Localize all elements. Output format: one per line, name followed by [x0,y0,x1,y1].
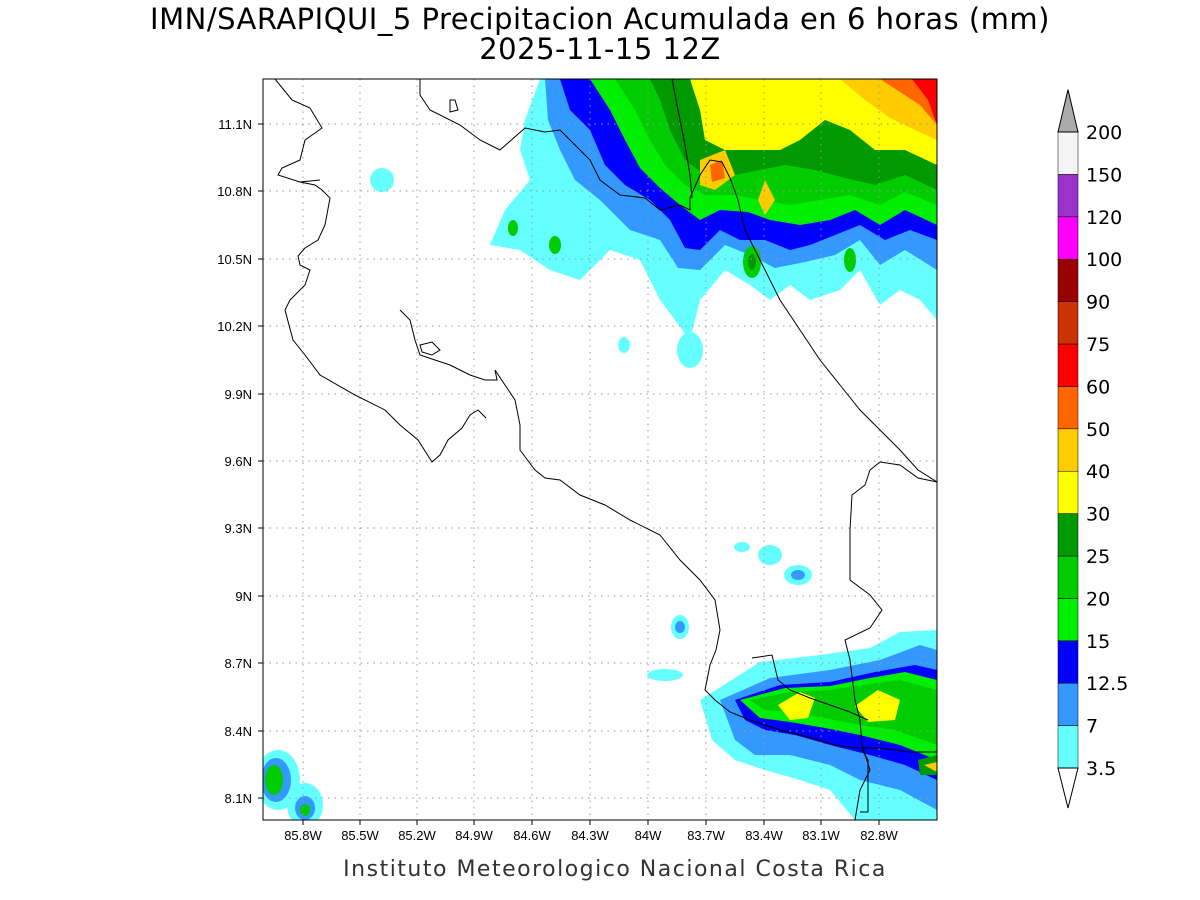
colorbar-swatch [1057,258,1079,302]
colorbar-level-label: 150 [1086,164,1122,186]
colorbar-level-label: 20 [1086,588,1110,610]
precip-spot [758,545,782,565]
latitude-labels: 11.1N 10.8N 10.5N 10.2N 9.9N 9.6N 9.3N 9… [217,117,252,806]
small-island-north [449,99,459,113]
colorbar-swatch [1057,216,1079,260]
colorbar-level-label: 200 [1086,122,1122,144]
longitude-labels: 85.8W 85.5W 85.2W 84.9W 84.6W 84.3W 84W … [284,828,898,843]
colorbar-swatch [1057,555,1079,599]
lat-label: 8.1N [225,791,252,806]
map-title: IMN/SARAPIQUI_5 Precipitacion Acumulada … [150,2,1050,36]
colorbar-swatch [1057,131,1079,175]
atlantic-coast [671,79,693,199]
precip-spot [734,542,750,552]
lon-label: 84.3W [571,828,609,843]
map-subtitle-datetime: 2025-11-15 12Z [479,32,721,66]
precipitation-field [263,79,937,820]
colorbar-level-label: 40 [1086,461,1110,483]
colorbar-swatch [1057,725,1079,769]
colorbar-swatch [1057,428,1079,472]
colorbar-swatch [1057,682,1079,726]
precip-spot [844,248,856,272]
colorbar-level-label: 25 [1086,546,1110,568]
precip-spot [618,337,630,353]
colorbar-level-label: 7 [1086,716,1098,738]
lat-label: 9.9N [225,387,252,402]
precip-spot [370,168,394,192]
precip-spot [677,332,703,368]
colorbar-level-label: 60 [1086,376,1110,398]
colorbar-swatch [1057,598,1079,642]
nicaragua-costa-rica-border [419,79,937,483]
colorbar-level-label: 75 [1086,334,1110,356]
precip-spot [549,236,561,254]
colorbar-level-label: 90 [1086,292,1110,314]
colorbar-level-label: 12.5 [1086,673,1128,695]
lon-label: 83.4W [745,828,783,843]
lon-label: 82.8W [860,828,898,843]
lat-label: 9N [235,589,252,604]
footer-credit: Instituto Meteorologico Nacional Costa R… [343,857,887,882]
lat-label: 9.6N [225,454,252,469]
precip-spot [791,570,805,580]
lon-label: 85.5W [341,828,379,843]
lat-label: 8.4N [225,724,252,739]
precip-spot [300,804,310,816]
colorbar-swatch [1057,343,1079,387]
lat-lon-grid [263,79,937,820]
panama-border [844,461,937,820]
colorbar-swatch [1057,513,1079,557]
lat-label: 10.5N [217,252,252,267]
precip-area-40 [924,762,937,772]
lon-label: 85.2W [398,828,436,843]
colorbar-level-label: 3.5 [1086,758,1116,780]
lon-label: 84.9W [455,828,493,843]
lat-label: 8.7N [225,656,252,671]
colorbar-top-arrow [1057,89,1079,133]
nicoya-island [419,341,441,356]
lon-label: 85.8W [284,828,322,843]
axis-ticks [258,123,880,825]
colorbar-level-label: 30 [1086,504,1110,526]
colorbar-swatch [1057,386,1079,430]
burica-point [860,749,869,813]
precip-area-30 [778,690,900,722]
colorbar-swatch [1057,301,1079,345]
precip-area-50 [710,79,937,182]
colorbar-swatch [1057,640,1079,684]
precip-spot [508,220,518,236]
nicaragua-border [274,79,487,463]
colorbar-level-label: 120 [1086,207,1122,229]
lon-label: 84W [635,828,662,843]
map-frame-border [262,78,938,821]
precip-area-60 [912,79,937,125]
colorbar-level-label: 100 [1086,249,1122,271]
colorbar-legend: 3.5 7 12.5 15 20 25 30 40 50 60 75 90 100 120 150 200 [1057,89,1128,809]
colorbar-level-label: 15 [1086,631,1110,653]
colorbar-swatch [1057,470,1079,514]
nicoya-gulf-coast [399,309,937,753]
lon-label: 83.7W [687,828,725,843]
precip-spot [647,669,683,681]
lat-label: 10.2N [217,319,252,334]
lat-label: 10.8N [217,184,252,199]
precip-spot [675,621,685,633]
lat-label: 11.1N [218,117,252,132]
southern-peninsula [751,654,869,721]
precip-spot [748,254,756,270]
colorbar-level-label: 50 [1086,419,1110,441]
precip-spot [265,765,283,795]
colorbar-swatch [1057,174,1079,218]
lon-label: 84.6W [513,828,551,843]
coastline-borders [274,79,937,820]
lon-label: 83.1W [802,828,840,843]
colorbar-bottom-arrow [1057,767,1079,809]
lat-label: 9.3N [225,521,252,536]
